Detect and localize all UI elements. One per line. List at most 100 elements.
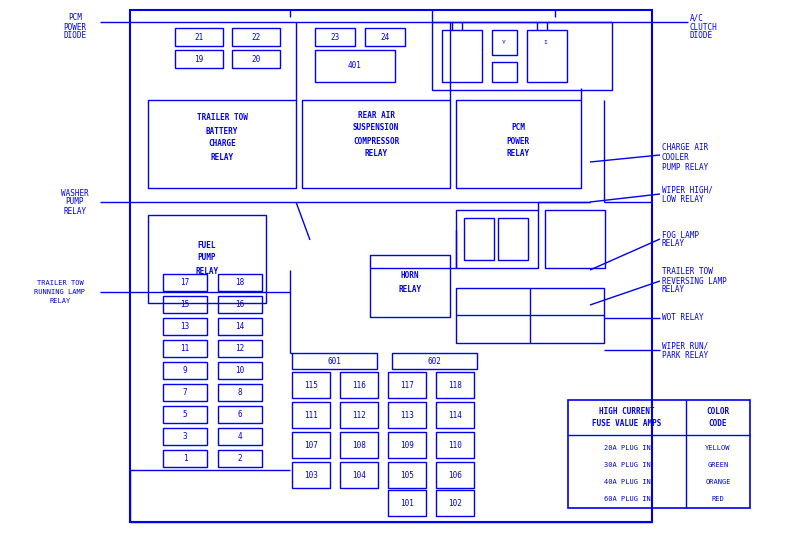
Bar: [315, 28, 355, 46]
Text: HORN: HORN: [401, 271, 419, 280]
Bar: [527, 30, 567, 82]
Text: 20A PLUG IN: 20A PLUG IN: [604, 445, 650, 451]
Bar: [218, 406, 262, 423]
Bar: [163, 340, 207, 357]
Text: TRAILER TOW: TRAILER TOW: [662, 268, 713, 277]
Text: 18: 18: [235, 278, 245, 287]
Text: RELAY: RELAY: [662, 240, 685, 248]
Bar: [218, 274, 262, 291]
Bar: [436, 372, 474, 398]
Text: A/C: A/C: [690, 13, 704, 22]
Bar: [545, 210, 605, 268]
Bar: [492, 30, 517, 55]
Text: 2: 2: [238, 454, 242, 463]
Text: RELAY: RELAY: [365, 150, 387, 159]
Text: FOG LAMP: FOG LAMP: [662, 231, 699, 240]
Text: WIPER RUN/: WIPER RUN/: [662, 342, 708, 350]
Text: COLOR: COLOR: [706, 407, 730, 417]
Text: 5: 5: [182, 410, 187, 419]
Bar: [436, 402, 474, 428]
Bar: [163, 450, 207, 467]
Text: DIODE: DIODE: [690, 32, 713, 41]
Text: RELAY: RELAY: [506, 150, 530, 159]
Bar: [163, 384, 207, 401]
Text: LOW RELAY: LOW RELAY: [662, 194, 704, 203]
Text: 105: 105: [400, 470, 414, 480]
Bar: [340, 372, 378, 398]
Text: 107: 107: [304, 441, 318, 450]
Text: REVERSING LAMP: REVERSING LAMP: [662, 277, 726, 286]
Bar: [315, 50, 395, 82]
Text: 30A PLUG IN: 30A PLUG IN: [604, 462, 650, 468]
Text: 13: 13: [180, 322, 190, 331]
Text: PCM: PCM: [68, 13, 82, 22]
Bar: [456, 288, 604, 343]
Text: 109: 109: [400, 441, 414, 450]
Text: WIPER HIGH/: WIPER HIGH/: [662, 185, 713, 194]
Text: 6: 6: [238, 410, 242, 419]
Text: 111: 111: [304, 411, 318, 420]
Bar: [232, 28, 280, 46]
Bar: [456, 100, 581, 188]
Bar: [388, 490, 426, 516]
Text: 16: 16: [235, 300, 245, 309]
Text: 40A PLUG IN: 40A PLUG IN: [604, 479, 650, 485]
Text: 23: 23: [330, 33, 340, 42]
Bar: [218, 340, 262, 357]
Bar: [148, 100, 296, 188]
Bar: [436, 432, 474, 458]
Text: 115: 115: [304, 381, 318, 389]
Text: 401: 401: [348, 61, 362, 70]
Text: 15: 15: [180, 300, 190, 309]
Bar: [492, 62, 517, 82]
Text: PCM: PCM: [511, 123, 525, 132]
Bar: [163, 296, 207, 313]
Text: I: I: [543, 41, 547, 45]
Text: 106: 106: [448, 470, 462, 480]
Bar: [218, 384, 262, 401]
Text: ORANGE: ORANGE: [706, 479, 730, 485]
Text: Y: Y: [502, 41, 506, 45]
Text: 102: 102: [448, 499, 462, 507]
Bar: [498, 218, 528, 260]
Bar: [163, 362, 207, 379]
Bar: [218, 296, 262, 313]
Text: 9: 9: [182, 366, 187, 375]
Bar: [388, 432, 426, 458]
Bar: [163, 318, 207, 335]
Bar: [464, 218, 494, 260]
Text: WOT RELAY: WOT RELAY: [662, 313, 704, 323]
Bar: [436, 490, 474, 516]
Text: 4: 4: [238, 432, 242, 441]
Bar: [388, 402, 426, 428]
Text: PUMP: PUMP: [66, 198, 84, 207]
Text: RELAY: RELAY: [195, 266, 218, 276]
Text: 11: 11: [180, 344, 190, 353]
Bar: [456, 210, 538, 268]
Bar: [175, 28, 223, 46]
Text: RELAY: RELAY: [210, 153, 234, 161]
Text: 113: 113: [400, 411, 414, 420]
Bar: [292, 402, 330, 428]
Text: RUNNING LAMP: RUNNING LAMP: [34, 289, 86, 295]
Text: REAR AIR: REAR AIR: [358, 111, 394, 120]
Text: RELAY: RELAY: [63, 207, 86, 216]
Text: 1: 1: [182, 454, 187, 463]
Text: TRAILER TOW: TRAILER TOW: [197, 114, 247, 122]
Text: 602: 602: [427, 357, 442, 365]
Bar: [568, 400, 750, 508]
Bar: [218, 450, 262, 467]
Text: RELAY: RELAY: [398, 285, 422, 294]
Text: RED: RED: [712, 496, 724, 502]
Text: BATTERY: BATTERY: [206, 127, 238, 136]
Bar: [388, 372, 426, 398]
Text: 19: 19: [194, 54, 204, 64]
Text: 24: 24: [380, 33, 390, 42]
Text: YELLOW: YELLOW: [706, 445, 730, 451]
Bar: [218, 428, 262, 445]
Bar: [292, 462, 330, 488]
Bar: [292, 432, 330, 458]
Bar: [232, 50, 280, 68]
Text: WASHER: WASHER: [61, 189, 89, 198]
Bar: [340, 402, 378, 428]
